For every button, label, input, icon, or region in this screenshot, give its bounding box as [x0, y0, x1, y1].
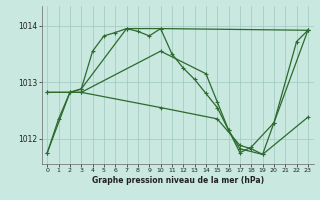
X-axis label: Graphe pression niveau de la mer (hPa): Graphe pression niveau de la mer (hPa): [92, 176, 264, 185]
